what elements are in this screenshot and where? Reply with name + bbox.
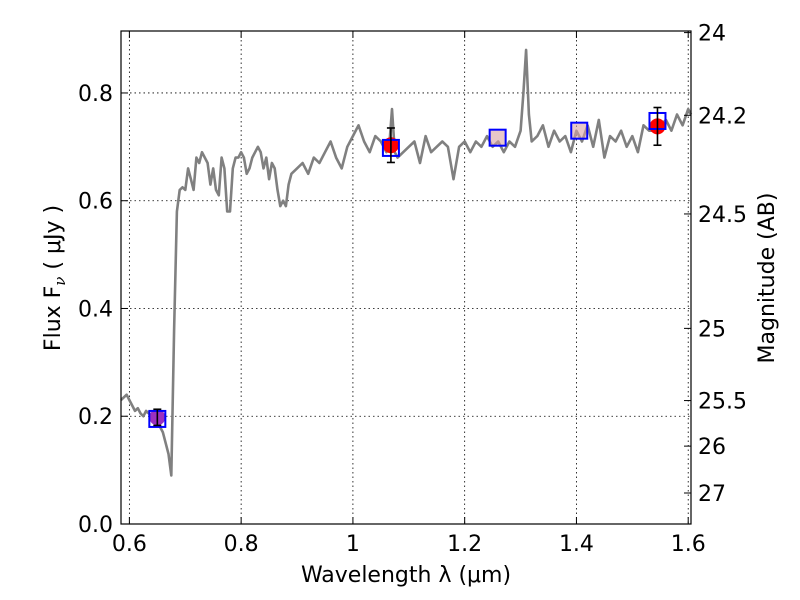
y-tick-label: 0.2	[78, 405, 113, 430]
y-axis-label: Flux Fν ( μJy )	[41, 205, 69, 351]
mag-tick-label: 27	[698, 482, 726, 507]
spectrum-layer	[120, 48, 693, 477]
x-tick-label: 1.2	[447, 532, 482, 557]
grid	[121, 31, 691, 525]
mag-tick-label: 24	[698, 22, 726, 47]
y-tick-label: 0.0	[78, 513, 113, 538]
right-axis-label: Magnitude (AB)	[755, 193, 780, 364]
y-tick-label: 0.8	[78, 82, 113, 107]
mag-tick-label: 24.2	[698, 104, 747, 129]
x-tick-label: 1.4	[559, 532, 594, 557]
x-tick-label: 1	[346, 532, 360, 557]
x-ticks: 0.6 0.8 1 1.2 1.4 1.6	[112, 31, 706, 557]
y-ticks: 0.0 0.2 0.4 0.6 0.8	[78, 82, 128, 538]
x-axis-label: Wavelength λ (μm)	[301, 563, 511, 588]
y-axis-label-main: Flux F	[41, 286, 66, 351]
y-tick-label: 0.4	[78, 297, 113, 322]
y-axis-label-unit: ( μJy )	[41, 205, 66, 277]
x-tick-label: 0.8	[224, 532, 259, 557]
x-tick-label: 1.6	[671, 532, 706, 557]
x-tick-label: 0.6	[112, 532, 147, 557]
mag-ticks: 24 24.2 24.5 25 25.5 26 27	[684, 22, 747, 507]
y-tick-label: 0.6	[78, 190, 113, 215]
points-layer	[148, 106, 667, 428]
mag-tick-label: 25.5	[698, 390, 747, 415]
mag-tick-label: 24.5	[698, 203, 747, 228]
model-point	[488, 128, 507, 147]
mag-tick-label: 26	[698, 435, 726, 460]
plot-frame	[120, 30, 692, 525]
spectrum-line	[120, 48, 693, 477]
model-point	[570, 121, 589, 140]
y-axis-label-sub: ν	[51, 277, 69, 286]
mag-tick-label: 25	[698, 317, 726, 342]
